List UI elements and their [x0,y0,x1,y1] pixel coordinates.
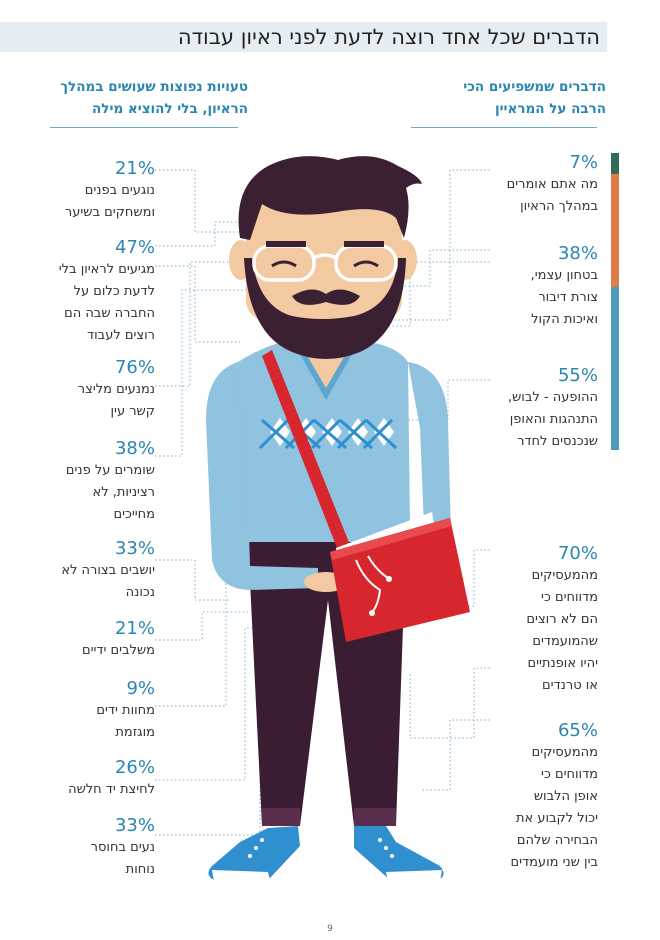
stat-label-line: נוחות [125,862,155,877]
stat-label-line: שהמועמדים [532,634,598,649]
stat-percent: 76% [114,357,155,378]
stat-label-line: צורת דיבור [538,290,598,305]
stat-label-line: נמנעים מליצר [77,382,155,397]
stat-label-line: מדווחים כי [541,767,598,782]
stat-label-line: החברה שבה הם [64,306,155,321]
stat-label-line: ומשחקים בשיער [64,205,155,220]
pant-cuff [262,808,300,826]
stat-label-line: מהמעסיקים [531,568,598,583]
left-column-heading: טעויות נפוצות שעושים במהלך הראיון, בלי ל… [18,76,248,120]
heading-line: הרבה על המראיין [494,101,606,117]
stat-block: 21% משלבים ידיים [5,618,155,662]
stat-percent: 38% [114,438,155,459]
eye [353,260,379,268]
stat-label-line: הבחירה שלהם [516,833,598,848]
stat-label-line: יושבים בצורה לא [61,563,155,578]
stat-label-line: מחייכים [113,507,155,522]
stat-label-line: מגיעים לראיון בלי [58,262,155,277]
stat-label-line: או טרנדים [542,678,598,693]
left-heading-rule [50,127,238,128]
stat-label-line: שומרים על פנים [65,463,155,478]
stat-percent: 33% [114,815,155,836]
stat-label-line: אופן הלבוש [533,789,598,804]
stat-block: 7% מה אתם אומרים במהלך הראיון [448,152,598,218]
stat-block: 47% מגיעים לראיון בלי לדעת כלום על החברה שב… [5,237,155,347]
head [229,156,422,359]
red-folder [330,512,470,642]
stat-label-line: יכול לקבוע את [515,811,598,826]
stat-label-line: במהלך הראיון [520,199,598,214]
connector-lines [155,169,490,836]
right-heading-rule [411,127,597,128]
stat-label-line: קשר עין [110,404,156,419]
stat-percent: 33% [114,538,155,559]
page-title: הדברים שכל אחד רוצה לדעת לפני ראיון עבוד… [177,25,600,49]
right-column-heading: הדברים שמשפיעים הכי הרבה על המראיין [386,76,606,120]
shoes [208,826,444,882]
stat-label-line: נוגעים בפנים [84,183,155,198]
stat-label-line: לחיצת יד חלשה [68,782,155,797]
eye [271,260,297,268]
stat-block: 65% מהמעסיקים מדווחים כי אופן הלבוש יכול לקב… [448,720,598,874]
stat-block: 9% מחוות ידים מוגזמת [5,678,155,744]
side-bar-segment [611,174,619,287]
heading-line: הראיון, בלי להוציא מילה [92,101,248,117]
stat-label-line: מחוות ידים [96,703,155,718]
heading-line: הדברים שמשפיעים הכי [463,79,606,95]
heading-line: טעויות נפוצות שעושים במהלך [60,79,248,95]
stat-block: 55% ההופעה - לבוש, התנהגות והאופן שנכנסים ל… [448,365,598,453]
stat-block: 76% נמנעים מליצר קשר עין [5,357,155,423]
stat-percent: 26% [114,757,155,778]
page-number: 9 [327,924,333,934]
stat-label-line: הם לא רוצים [526,612,598,627]
beard [244,258,406,359]
stat-block: 70% מהמעסיקים מדווחים כי הם לא רוצים שהמועמד… [448,543,598,697]
left-arm [206,362,318,590]
stat-percent: 70% [557,543,598,564]
stat-label-line: שנכנסים לחדר [517,434,598,449]
stat-label-line: משלבים ידיים [81,643,155,658]
stat-label-line: רציניות, לא [92,485,156,500]
stat-label-line: רוצים לעבוד [87,328,155,343]
stat-percent: 38% [557,243,598,264]
bag-strap [262,350,356,566]
stat-block: 21% נוגעים בפנים ומשחקים בשיער [5,158,155,224]
title-bar [0,22,607,52]
stat-label-line: מוגזמת [115,725,155,740]
stat-percent: 47% [114,237,155,258]
stat-label-line: התנהגות והאופן [509,412,598,427]
stat-label-line: מהמעסיקים [531,745,598,760]
stat-block: 26% לחיצת יד חלשה [5,757,155,801]
stat-percent: 9% [126,678,155,699]
stat-label-line: מדווחים כי [541,590,598,605]
side-bar-segment [611,287,619,450]
stat-percent: 21% [114,158,155,179]
stat-label-line: יהיו אופנתיים [527,656,598,671]
stat-label-line: נכונה [125,585,155,600]
stat-percent: 55% [557,365,598,386]
stat-label-line: בין שני מועמדים [510,855,598,870]
stat-label-line: מה אתם אומרים [506,177,598,192]
stat-label-line: נעים בחוסר [90,840,155,855]
stat-percent: 7% [569,152,598,173]
mustache [292,289,360,305]
stat-label-line: לדעת כלום על [73,284,155,299]
stat-block: 33% יושבים בצורה לא נכונה [5,538,155,604]
stat-label-line: בטחון עצמי, [530,268,598,283]
stat-block: 33% נעים בחוסר נוחות [5,815,155,881]
stat-percent: 65% [557,720,598,741]
stat-block: 38% שומרים על פנים רציניות, לא מחייכים [5,438,155,526]
stat-label-line: ואיכות הקול [531,312,598,327]
side-bar-segment [611,153,619,174]
hair [238,156,422,240]
stat-label-line: ההופעה - לבוש, [507,390,598,405]
pant-cuff [354,808,396,826]
stat-percent: 21% [114,618,155,639]
stat-block: 38% בטחון עצמי, צורת דיבור ואיכות הקול [448,243,598,331]
